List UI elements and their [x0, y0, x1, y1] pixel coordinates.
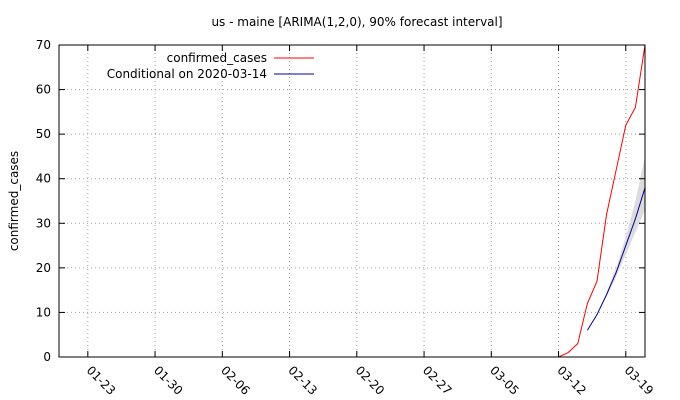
y-tick-label: 60 — [36, 83, 51, 97]
y-tick-label: 50 — [36, 127, 51, 141]
x-tick-label: 02-13 — [285, 363, 320, 398]
forecast-interval-band — [587, 156, 645, 331]
x-tick-label: 01-23 — [84, 363, 119, 398]
series-layer — [558, 45, 645, 357]
series-line-forecast — [586, 187, 645, 331]
grid-lines — [59, 45, 645, 357]
series-line-confirmed-cases — [558, 45, 645, 357]
legend-label: confirmed_cases — [167, 51, 267, 65]
y-tick-label: 20 — [36, 261, 51, 275]
chart-title: us - maine [ARIMA(1,2,0), 90% forecast i… — [211, 15, 502, 29]
x-tick-label: 01-30 — [151, 363, 186, 398]
x-tick-label: 03-19 — [622, 363, 657, 398]
x-tick-label: 03-05 — [487, 363, 522, 398]
y-tick-label: 30 — [36, 216, 51, 230]
axis-ticks: 0 10 20 30 40 50 60 70 01-23 01-30 02-06 02-13 02-20… — [36, 38, 657, 398]
y-tick-label: 70 — [36, 38, 51, 52]
y-tick-label: 40 — [36, 172, 51, 186]
y-tick-label: 10 — [36, 305, 51, 319]
x-tick-label: 02-27 — [420, 363, 455, 398]
forecast-interval-layer — [587, 156, 645, 331]
x-tick-label: 03-12 — [554, 363, 589, 398]
y-axis-label: confirmed_cases — [7, 151, 21, 251]
y-tick-label: 0 — [43, 350, 51, 364]
legend: confirmed_cases Conditional on 2020-03-14 — [107, 51, 314, 81]
x-tick-label: 02-20 — [353, 363, 388, 398]
plot-frame — [58, 44, 646, 358]
x-tick-label: 02-06 — [218, 363, 253, 398]
legend-label: Conditional on 2020-03-14 — [107, 67, 267, 81]
